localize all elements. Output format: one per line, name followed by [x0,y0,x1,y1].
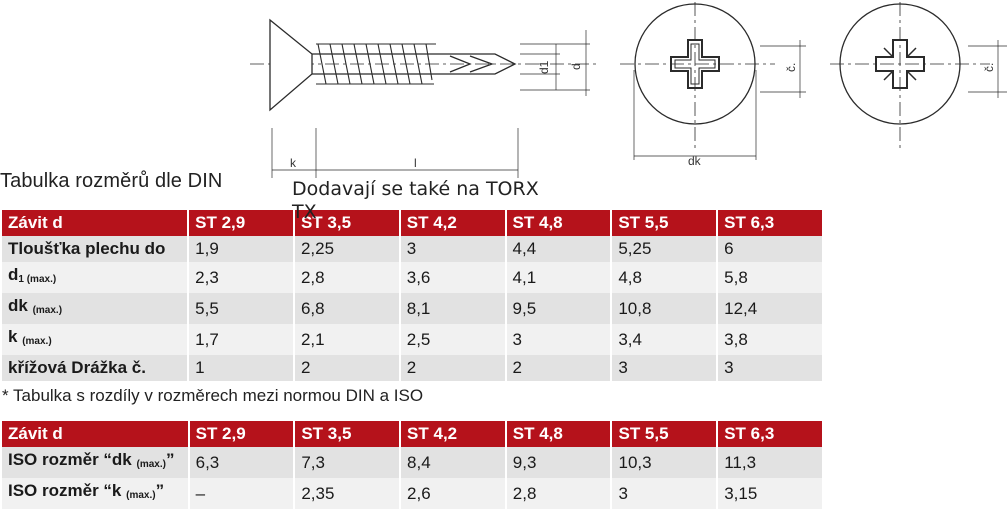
label-c-1: č. [784,63,798,72]
table-cell: 3 [717,355,824,381]
label-k: k [290,156,297,170]
table-cell: 10,8 [611,293,719,324]
iso-dimension-table: Závit d ST 2,9 ST 3,5 ST 4,2 ST 4,8 ST 5… [2,421,824,509]
header-cell: ST 4,2 [400,421,507,447]
table-cell: 3 [611,478,719,509]
table-cell: 4,1 [505,262,613,293]
label-d1: d1 [537,60,551,74]
table-row: ISO rozměr “dk (max.)” 6,3 7,3 8,4 9,3 1… [2,447,824,478]
table-cell: 2,8 [505,478,613,509]
table-cell: 9,5 [505,293,613,324]
iso-difference-note: * Tabulka s rozdíly v rozměrech mezi nor… [2,386,424,405]
table-header-row: Závit d ST 2,9 ST 3,5 ST 4,2 ST 4,8 ST 5… [2,210,824,236]
table-row: křížová Drážka č. 1 2 2 2 3 3 [2,355,824,381]
table-cell: 2,5 [399,324,507,355]
table-cell: 3,4 [611,324,719,355]
din-dimension-table: Závit d ST 2,9 ST 3,5 ST 4,2 ST 4,8 ST 5… [2,210,824,381]
table-cell: 2,1 [293,324,401,355]
torx-note: Dodavají se také na TORX TX [292,178,539,223]
row-label: ISO rozměr “k (max.)” [2,478,190,509]
table-cell: 11,3 [717,447,824,478]
header-cell: ST 6,3 [717,210,824,236]
table-cell: 2,35 [294,478,402,509]
label-d: d [569,63,583,70]
table-cell: 12,4 [717,293,824,324]
screw-drawing-svg: d1 d č. č. dk k l [250,2,1007,178]
table-cell: 8,1 [399,293,507,324]
table-cell: 5,25 [611,236,719,262]
screw-threads [316,43,436,85]
table-cell: 2 [399,355,507,381]
row-label: Tloušťka plechu do [2,236,190,262]
table-cell: 6,8 [293,293,401,324]
table-row: ISO rozměr “k (max.)” – 2,35 2,6 2,8 3 3… [2,478,824,509]
table-cell: 2,3 [188,262,295,293]
header-cell: ST 3,5 [293,210,401,236]
table-cell: 7,3 [294,447,402,478]
table-cell: 6 [717,236,824,262]
table-cell: – [188,478,296,509]
table-cell: 3,8 [717,324,824,355]
header-cell: ST 4,2 [399,210,507,236]
label-l: l [414,156,417,170]
table-cell: 4,8 [611,262,719,293]
row-label: k (max.) [2,324,190,355]
table-row: d1 (max.) 2,3 2,8 3,6 4,1 4,8 5,8 [2,262,824,293]
header-cell: ST 4,8 [505,210,613,236]
table-cell: 3 [611,355,719,381]
table-cell: 3 [399,236,507,262]
header-cell: ST 6,3 [717,421,824,447]
technical-drawing: d1 d č. č. dk k l [0,0,1007,200]
table-header-row: Závit d ST 2,9 ST 3,5 ST 4,2 ST 4,8 ST 5… [2,421,824,447]
din-table-caption: Tabulka rozměrů dle DIN [0,170,223,192]
table-cell: 3,6 [399,262,507,293]
table-cell: 2,25 [293,236,401,262]
table-cell: 9,3 [505,447,613,478]
table-cell: 6,3 [188,447,296,478]
table-cell: 2 [505,355,613,381]
header-cell: ST 4,8 [505,421,613,447]
table-cell: 10,3 [611,447,719,478]
header-cell: Závit d [2,210,190,236]
header-cell: ST 3,5 [294,421,402,447]
label-dk: dk [688,154,702,168]
row-label: dk (max.) [2,293,190,324]
table-cell: 2,8 [293,262,401,293]
row-label: křížová Drážka č. [2,355,190,381]
table-cell: 2 [293,355,401,381]
drill-tip [440,53,517,75]
header-cell: ST 2,9 [188,421,296,447]
table-cell: 1 [188,355,295,381]
table-row: Tloušťka plechu do 1,9 2,25 3 4,4 5,25 6 [2,236,824,262]
table-cell: 1,9 [188,236,295,262]
header-cell: ST 5,5 [611,421,719,447]
table-cell: 8,4 [400,447,507,478]
header-cell: ST 5,5 [611,210,719,236]
screw-head [269,18,313,112]
table-cell: 4,4 [505,236,613,262]
table-cell: 3 [505,324,613,355]
table-cell: 5,8 [717,262,824,293]
table-cell: 3,15 [717,478,824,509]
table-row: k (max.) 1,7 2,1 2,5 3 3,4 3,8 [2,324,824,355]
table-cell: 5,5 [188,293,295,324]
label-c-2: č. [982,63,996,72]
table-row: dk (max.) 5,5 6,8 8,1 9,5 10,8 12,4 [2,293,824,324]
table-cell: 1,7 [188,324,295,355]
row-label: d1 (max.) [2,262,190,293]
row-label: ISO rozměr “dk (max.)” [2,447,190,478]
header-cell: ST 2,9 [188,210,295,236]
table-cell: 2,6 [400,478,507,509]
header-cell: Závit d [2,421,190,447]
